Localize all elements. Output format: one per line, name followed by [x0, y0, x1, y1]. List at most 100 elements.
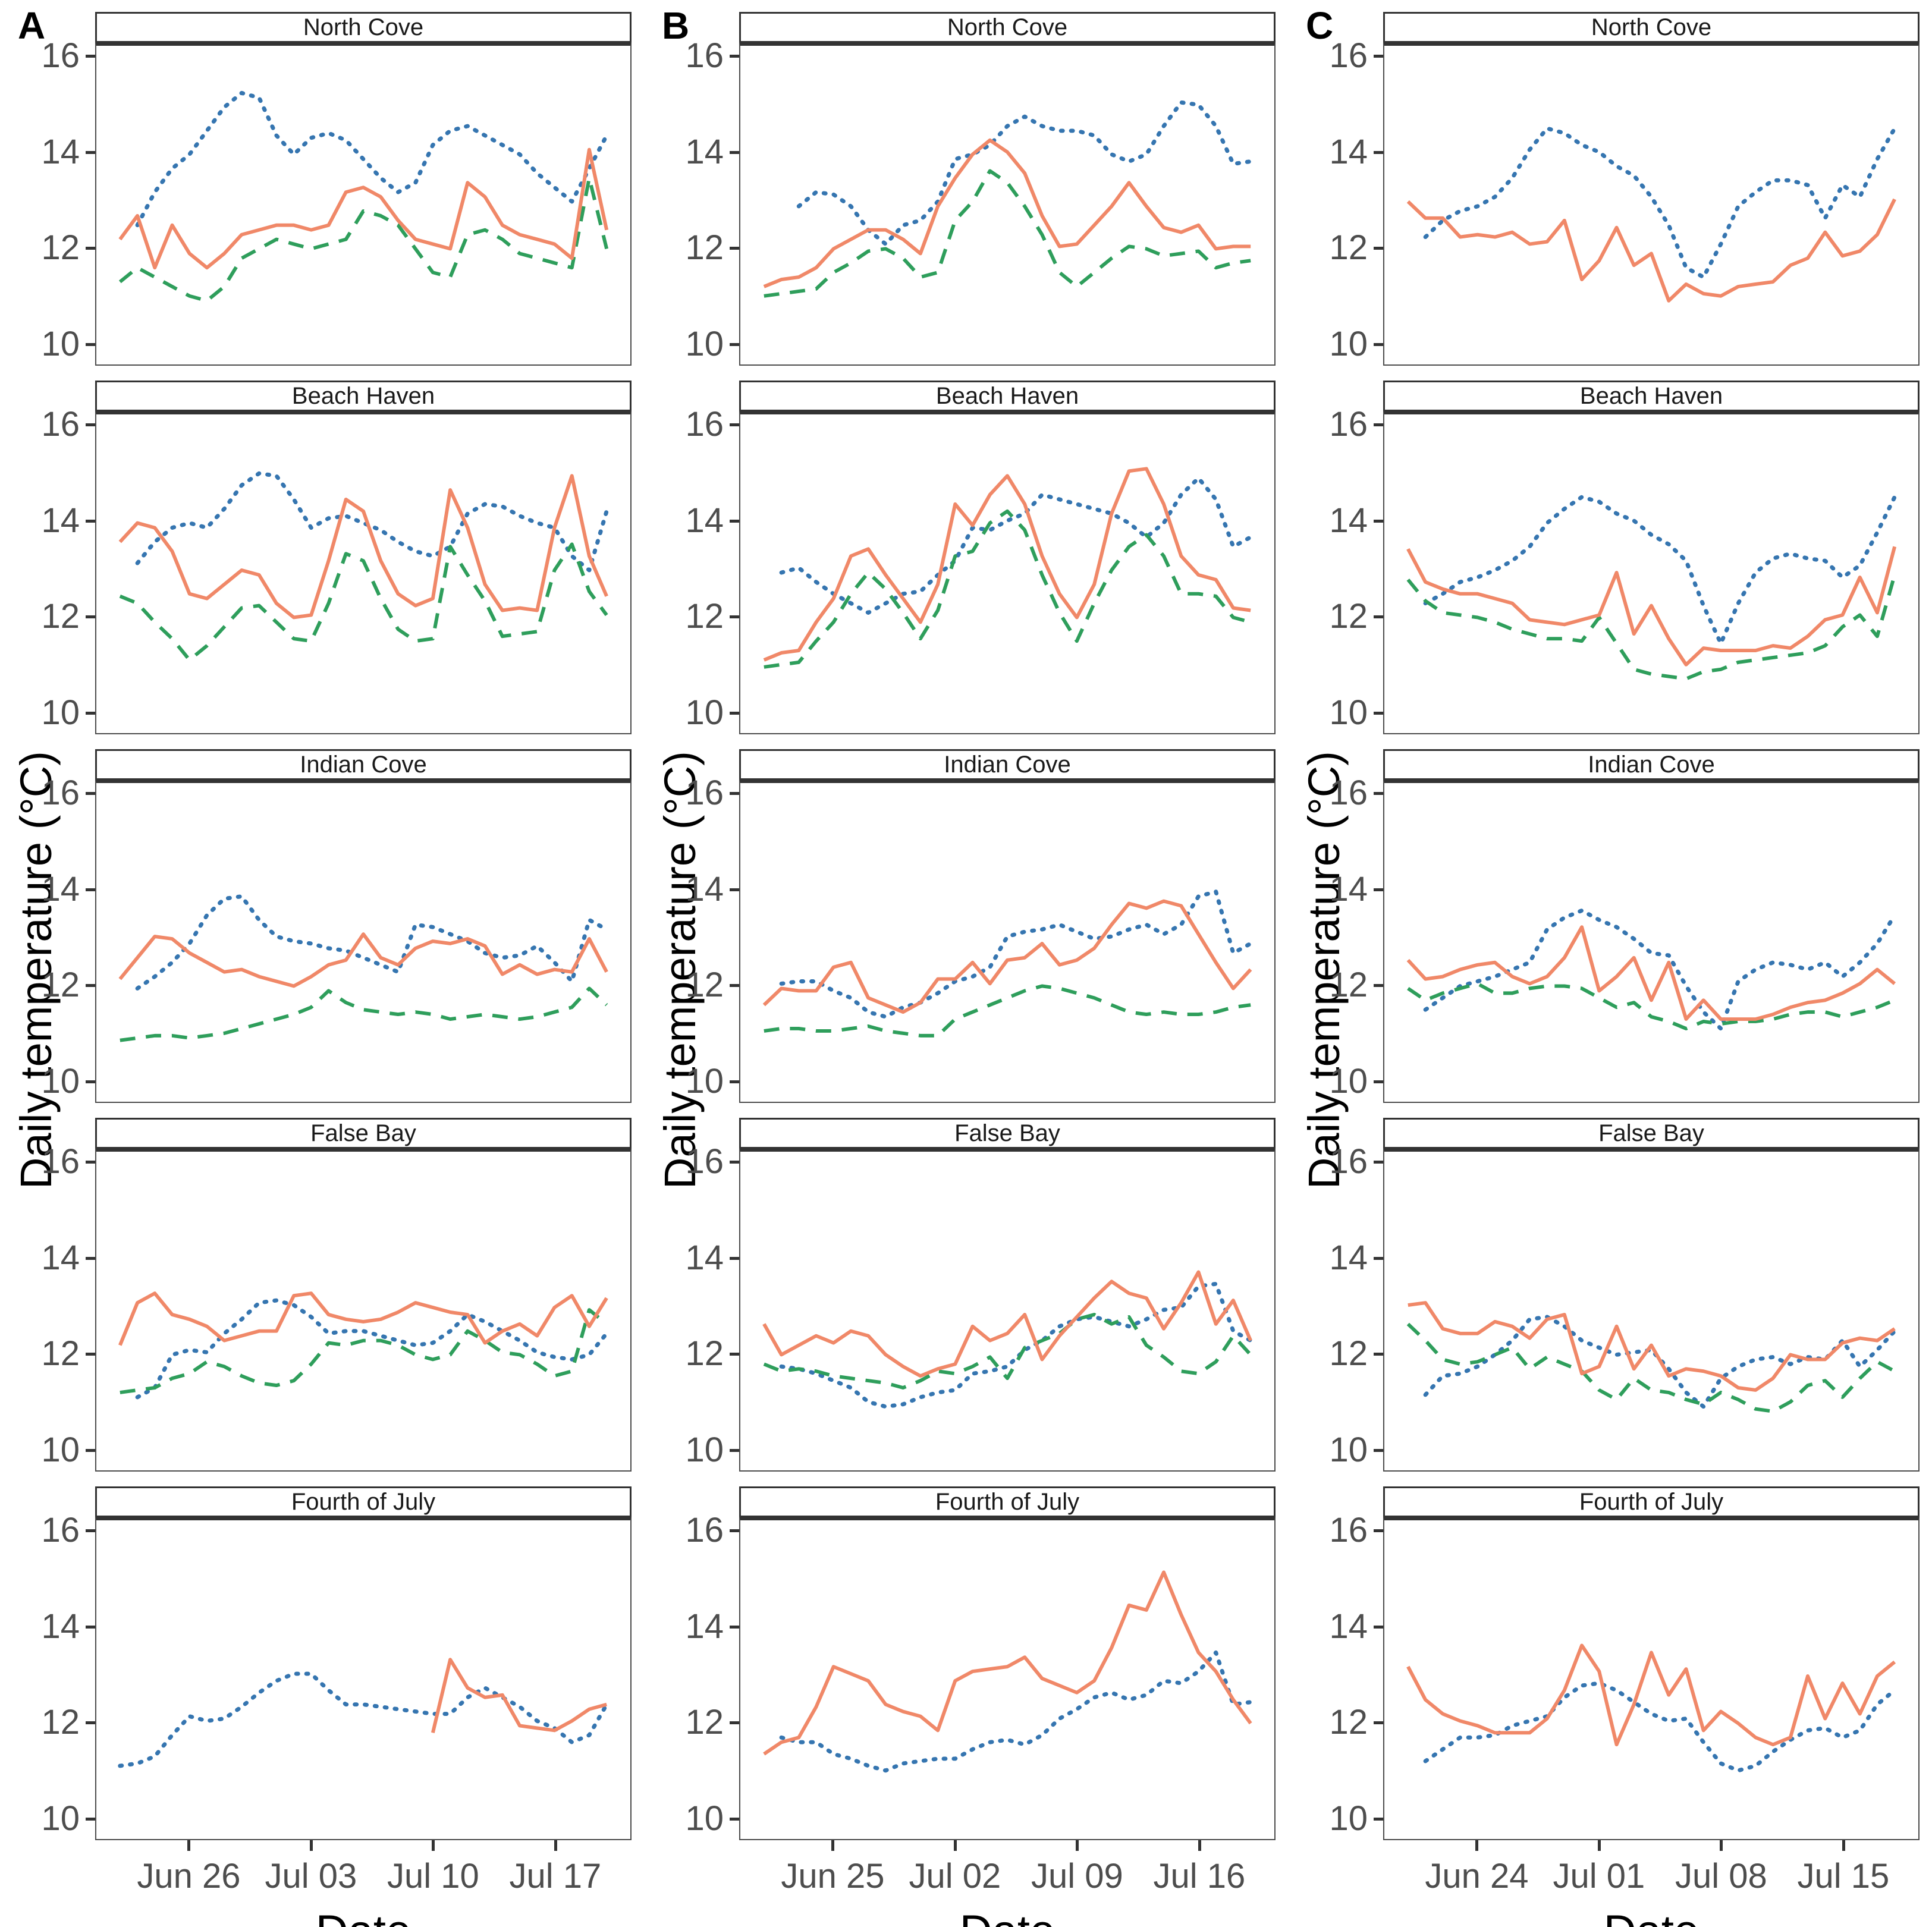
y-tick-mark [86, 984, 95, 988]
line-dotted [118, 1671, 609, 1768]
line-dotted [1423, 495, 1897, 646]
y-tick-label: 14 [41, 869, 80, 909]
y-tick-label: 10 [41, 693, 80, 732]
y-tick-mark [86, 888, 95, 891]
y-tick-mark [86, 342, 95, 346]
y-tick-label: 10 [685, 1061, 724, 1101]
line-solid [762, 899, 1252, 1014]
y-tick-mark [1374, 1529, 1383, 1533]
y-tick-label: 14 [41, 1607, 80, 1646]
facet-title: North Cove [303, 14, 424, 40]
line-dashed [1406, 574, 1897, 681]
y-tick-label: 12 [685, 1334, 724, 1373]
facet-panel [95, 1148, 632, 1472]
y-tick-label: 12 [41, 597, 80, 636]
y-tick-mark [730, 1161, 739, 1164]
facet-panel-svg [1406, 908, 1897, 1031]
y-tick-mark [86, 247, 95, 250]
y-tick-label: 14 [1329, 501, 1368, 540]
y-tick-label: 16 [1329, 1142, 1368, 1181]
x-tick-label: Jul 08 [1675, 1857, 1767, 1895]
y-tick-label: 10 [685, 693, 724, 732]
x-tick-mark [1076, 1840, 1079, 1851]
facet-panel-svg [118, 1658, 609, 1768]
y-tick-mark [86, 711, 95, 715]
y-tick-mark [86, 1256, 95, 1260]
y-tick-label: 16 [685, 1511, 724, 1550]
x-tick-mark [1720, 1840, 1723, 1851]
y-tick-mark [1374, 519, 1383, 523]
line-solid [763, 138, 1251, 288]
facet-strip: Beach Haven [739, 381, 1276, 411]
facet-strip: North Cove [1383, 12, 1920, 43]
y-tick-mark [1374, 792, 1383, 796]
facet-title: Indian Cove [1588, 751, 1715, 778]
x-tick-mark [831, 1840, 835, 1851]
facet-strip: North Cove [739, 12, 1276, 43]
facet-panel [739, 1516, 1276, 1840]
line-dotted [135, 471, 609, 573]
y-tick-mark [730, 1529, 739, 1533]
x-tick-label: Jun 24 [1425, 1857, 1529, 1895]
x-tick-label: Jul 10 [387, 1857, 479, 1895]
facet-title: North Cove [947, 14, 1068, 40]
facet-panel [1383, 42, 1920, 366]
panel-letter: A [18, 4, 46, 47]
y-tick-mark [1374, 423, 1383, 427]
line-dotted [1423, 908, 1897, 1031]
y-tick-label: 10 [1329, 1061, 1368, 1101]
y-tick-mark [86, 423, 95, 427]
line-dotted [779, 1650, 1253, 1773]
line-dotted [779, 889, 1253, 1019]
y-tick-label: 10 [41, 1430, 80, 1469]
facet-strip: North Cove [95, 12, 632, 43]
y-tick-mark [1374, 1817, 1383, 1821]
x-tick-label: Jul 15 [1797, 1857, 1890, 1895]
line-dotted [779, 1281, 1253, 1409]
line-dashed [118, 176, 609, 303]
y-tick-mark [730, 423, 739, 427]
facet-strip: Beach Haven [95, 381, 632, 411]
y-tick-label: 16 [1329, 36, 1368, 76]
panel-column-C: C Daily temperature (°C) North Cove 10 12 14 1… [1288, 0, 1932, 1927]
line-dotted [1423, 1681, 1897, 1773]
y-tick-mark [730, 1817, 739, 1821]
x-tick-label: Jul 03 [265, 1857, 357, 1895]
y-tick-mark [1374, 1353, 1383, 1356]
facet-panel-svg [118, 1291, 609, 1400]
facet-panel [95, 779, 632, 1103]
y-tick-mark [86, 1721, 95, 1725]
line-solid [118, 147, 609, 270]
y-tick-label: 16 [1329, 1511, 1368, 1550]
y-tick-label: 12 [1329, 228, 1368, 268]
y-tick-mark [730, 792, 739, 796]
y-tick-label: 16 [41, 36, 80, 76]
y-tick-mark [86, 55, 95, 58]
y-tick-label: 10 [1329, 324, 1368, 363]
x-tick-mark [1842, 1840, 1845, 1851]
line-solid [431, 1658, 607, 1733]
facet-title: Beach Haven [1579, 382, 1723, 409]
facet-panel-svg [118, 471, 609, 662]
y-tick-label: 10 [1329, 1430, 1368, 1469]
line-solid [1408, 1301, 1896, 1392]
y-tick-label: 10 [1329, 1799, 1368, 1838]
y-tick-mark [730, 55, 739, 58]
y-tick-mark [1374, 150, 1383, 154]
panel-column-A: A Daily temperature (°C) North Cove 10 12 14 1… [0, 0, 644, 1927]
facet-strip: Indian Cove [95, 749, 632, 780]
facet-panel-svg [763, 100, 1253, 298]
y-tick-mark [1374, 247, 1383, 250]
y-tick-mark [730, 984, 739, 988]
facet-strip: Fourth of July [1383, 1486, 1920, 1517]
x-tick-label: Jul 17 [509, 1857, 602, 1895]
y-tick-label: 10 [41, 324, 80, 363]
line-solid [762, 1270, 1252, 1378]
y-tick-label: 16 [685, 36, 724, 76]
y-tick-label: 14 [685, 1238, 724, 1277]
y-tick-mark [730, 247, 739, 250]
y-tick-mark [730, 1256, 739, 1260]
y-tick-label: 14 [1329, 1607, 1368, 1646]
y-tick-mark [1374, 984, 1383, 988]
